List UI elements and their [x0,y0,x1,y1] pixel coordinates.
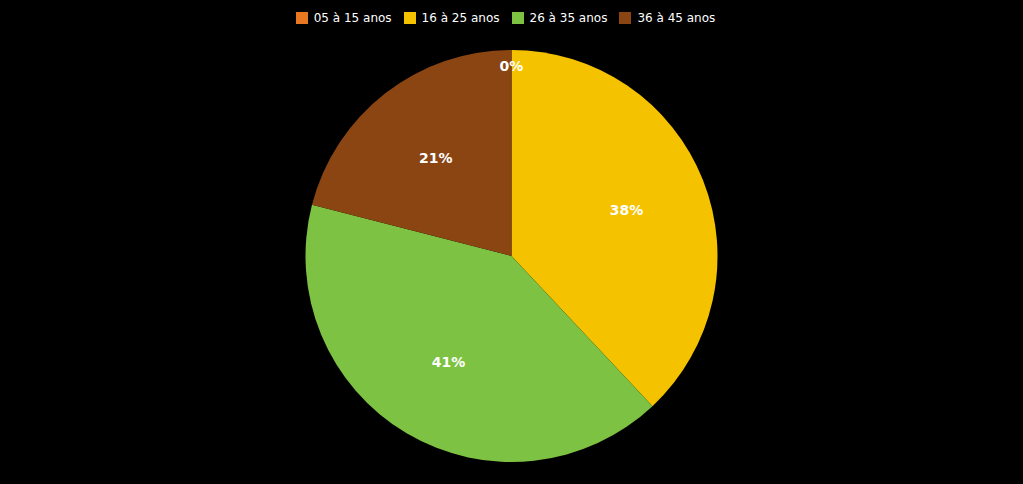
svg-text:0%: 0% [500,58,524,74]
html-text:26 à 35 anos: 26 à 35 anos [529,11,608,25]
html-text:36 à 45 anos: 36 à 45 anos [637,11,716,25]
html-text:16 à 25 anos: 16 à 25 anos [421,11,500,25]
svg-text:38%: 38% [610,202,644,218]
svg-text:21%: 21% [419,150,453,166]
html-text:05 à 15 anos: 05 à 15 anos [313,11,392,25]
svg-text:41%: 41% [432,354,466,370]
